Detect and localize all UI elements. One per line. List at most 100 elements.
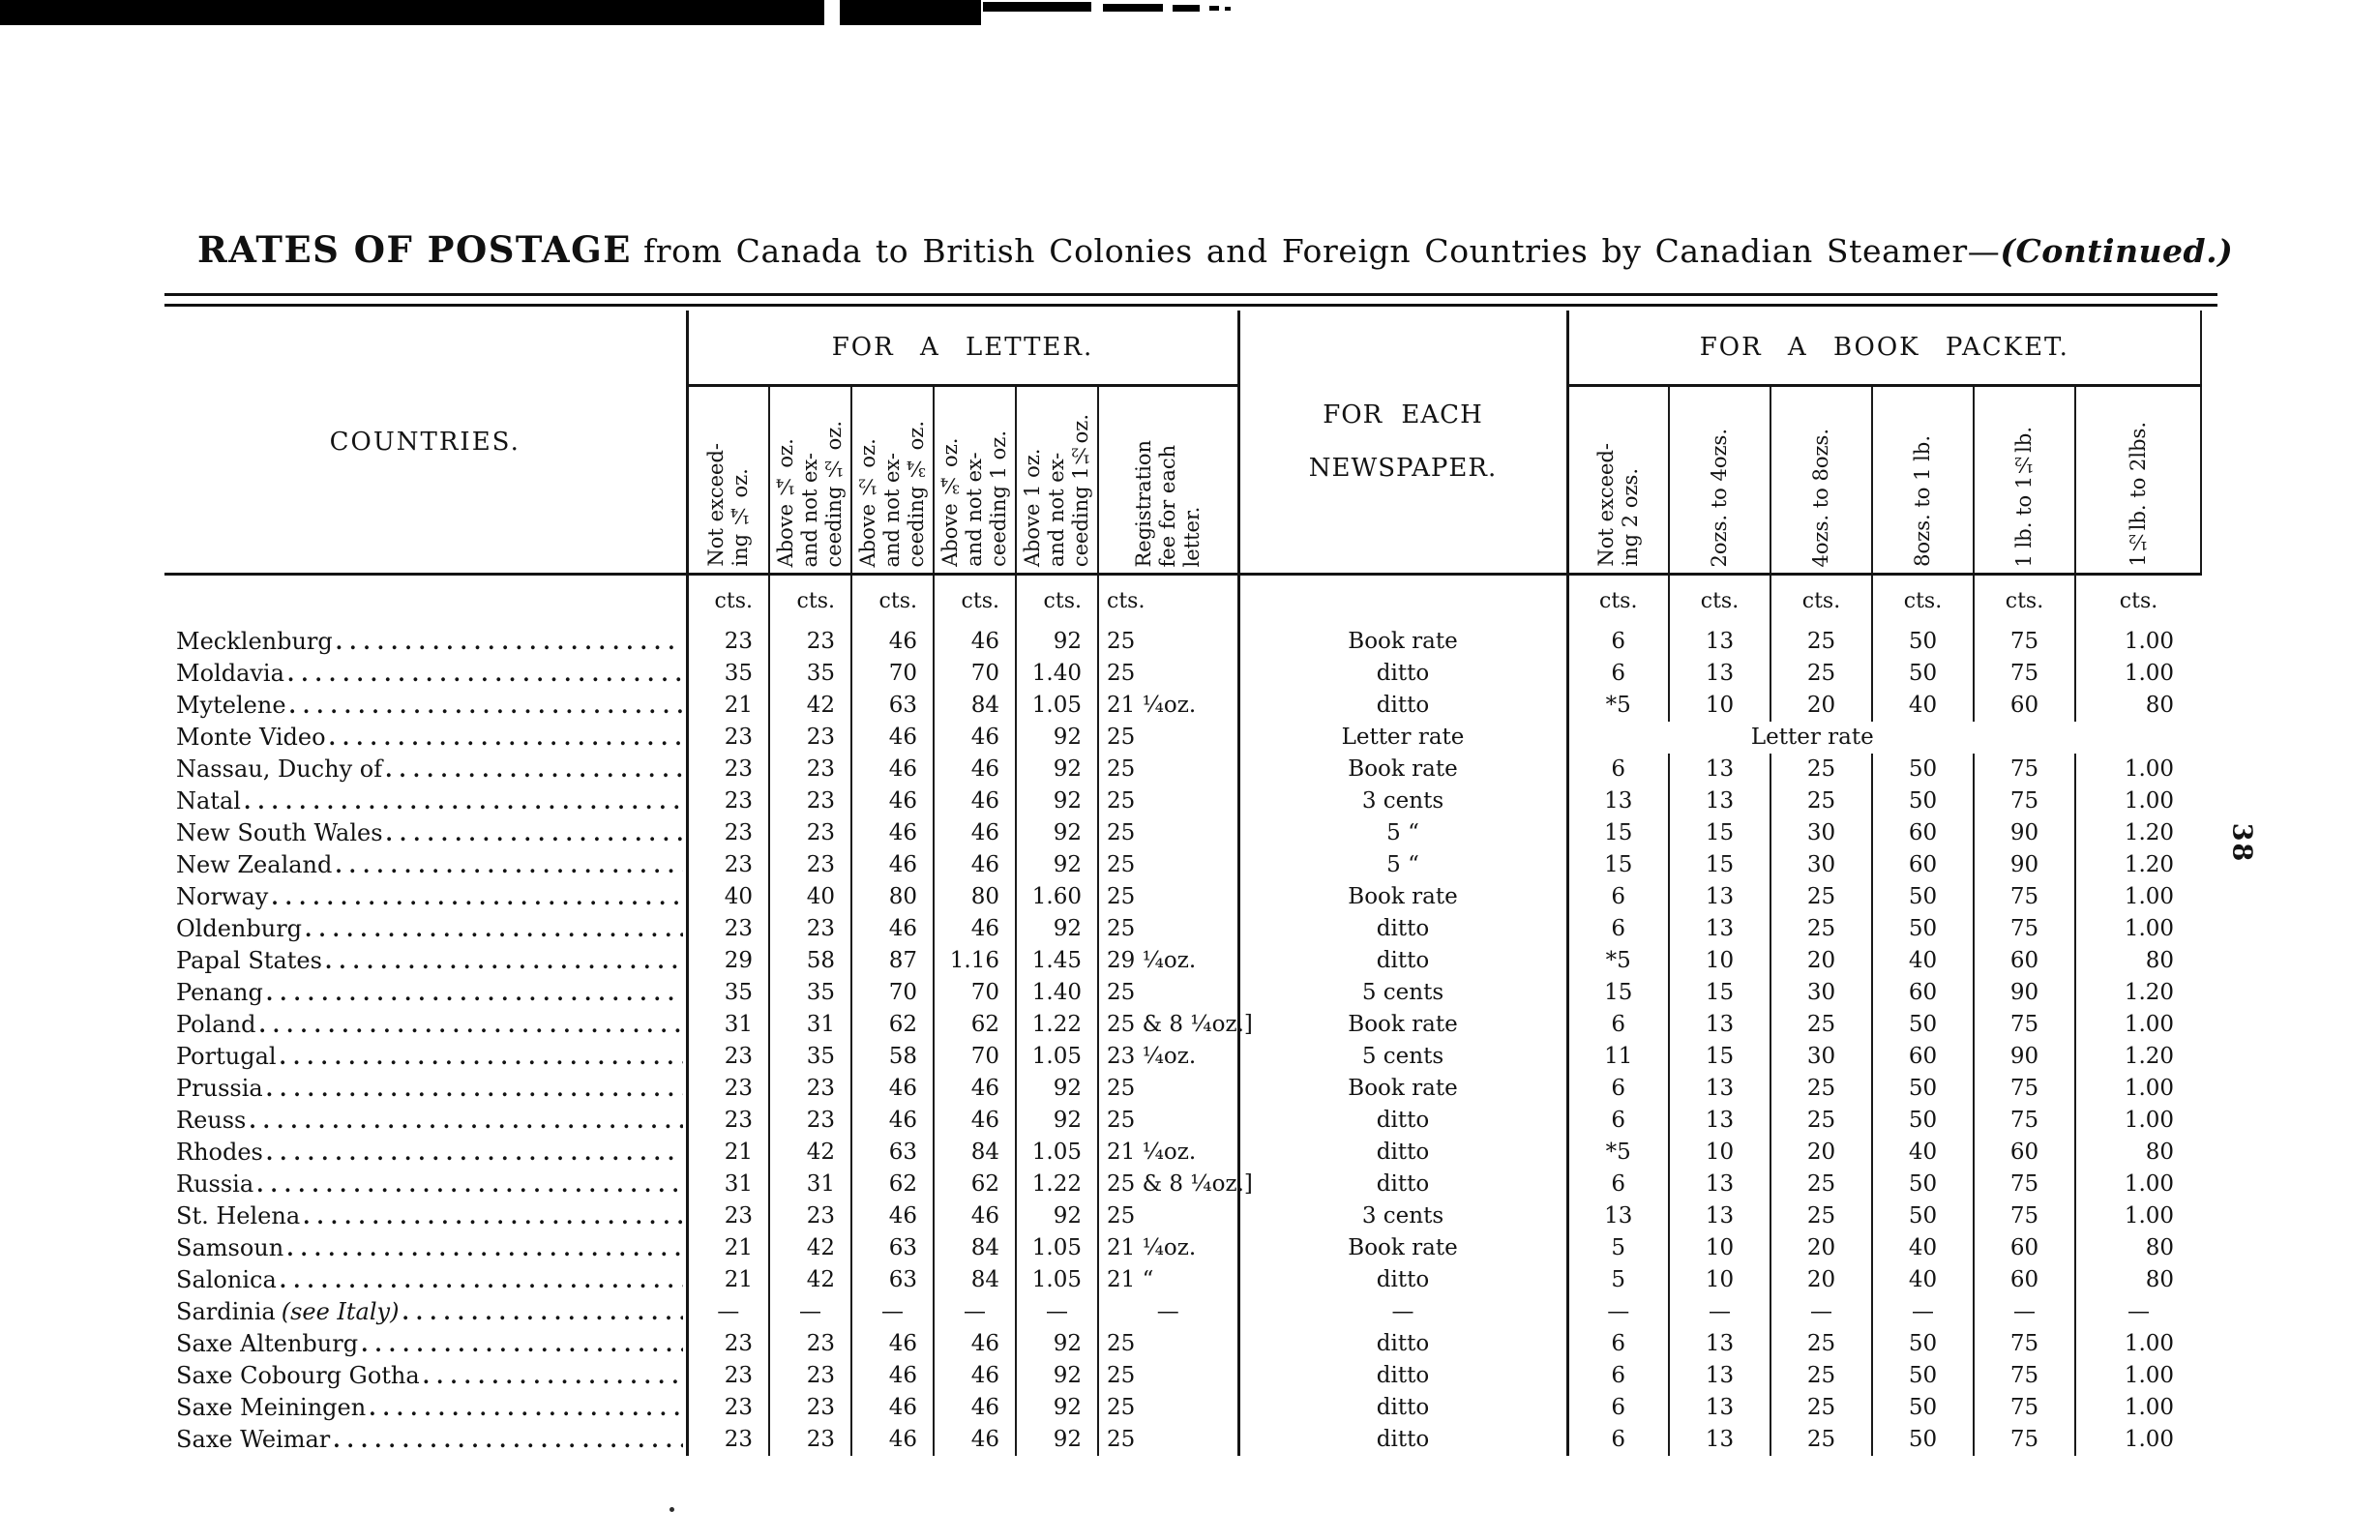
dotted-leader: ........................................… [279, 1045, 683, 1069]
column-header-label: 1½lb. to 2lbs. [2126, 422, 2150, 567]
book-rate-cell: 6 [1567, 1169, 1670, 1200]
book-rate-cell: 25 [1770, 658, 1873, 690]
units-row-spacer [164, 574, 689, 626]
letter-rate-cell: 23 [769, 849, 852, 881]
letter-rate-cell: 46 [851, 849, 935, 881]
title-body: from Canada to British Colonies and Fore… [642, 232, 2001, 270]
table-row: New Zealand.............................… [164, 849, 2201, 881]
letter-rate-cell: 21 [687, 1232, 770, 1264]
registration-fee-cell: 25 & 8 ¼oz.] [1098, 1169, 1253, 1200]
table-row: Mecklenburg.............................… [164, 626, 2201, 658]
country-name: Penang [176, 979, 263, 1006]
letter-rate-cell: 1.40 [1016, 977, 1099, 1009]
letter-rate-cell: 31 [687, 1169, 770, 1200]
country-cell: Papal States............................… [164, 945, 689, 977]
letter-rate-cell: 23 [687, 1200, 770, 1232]
book-rate-cell: 1.00 [2124, 1012, 2175, 1037]
letter-rate-cell: 92 [1016, 722, 1099, 754]
book-rate-cell: 75 [1974, 1073, 2076, 1105]
letter-rate-cell: 70 [934, 1041, 1017, 1073]
book-rate-cell: 6 [1567, 1424, 1670, 1456]
country-name: St. Helena [176, 1202, 301, 1229]
registration-fee-cell: 25 [1098, 881, 1240, 913]
country-cell: New South Wales.........................… [164, 817, 689, 849]
book-rate-cell: 6 [1567, 1328, 1670, 1360]
column-header-letter-4: Above ¾ oz. and not ex- ceeding 1 oz. [934, 385, 1017, 576]
book-rate-cell: 20 [1770, 945, 1873, 977]
book-rate-cell: 1.00 [2124, 1363, 2175, 1388]
dotted-leader: ........................................… [333, 1428, 682, 1452]
letter-rate-cell: 92 [1016, 626, 1099, 658]
book-rate-cell: 11 [1567, 1041, 1670, 1073]
registration-fee-cell: 21 ¼oz. [1098, 690, 1240, 722]
book-rate-cell: 10 [1669, 1232, 1771, 1264]
letter-rate-cell: 31 [769, 1009, 852, 1041]
book-rate-cell: 6 [1567, 881, 1670, 913]
unit-label: cts. [1567, 574, 1670, 626]
book-rate-cell: 90 [1974, 977, 2076, 1009]
column-header-label: Not exceed- ing 2 ozs. [1593, 443, 1642, 567]
newspaper-rate-cell: ditto [1238, 1360, 1569, 1392]
letter-rate-cell: 23 [769, 1105, 852, 1137]
book-rate-cell: 1.20 [2124, 980, 2175, 1005]
book-rate-cell: 75 [1974, 1392, 2076, 1424]
book-rate-cell: 60 [1974, 690, 2076, 722]
newspaper-rate-cell: ditto [1238, 658, 1569, 690]
book-rate-cell: 5 [1567, 1264, 1670, 1296]
book-rate-cell: — [1669, 1296, 1771, 1328]
book-rate-cell: 6 [1567, 1009, 1670, 1041]
letter-rate-cell: 21 [687, 1264, 770, 1296]
book-rate-cell: 13 [1669, 658, 1771, 690]
registration-fee-cell: 25 [1098, 722, 1240, 754]
newspaper-rate-cell: Book rate [1238, 1232, 1569, 1264]
book-rate-cell: 30 [1770, 817, 1873, 849]
newspaper-rate-cell: ditto [1238, 1264, 1569, 1296]
letter-rate-cell: — [687, 1296, 770, 1328]
column-header-label: 4ozs. to 8ozs. [1809, 428, 1832, 567]
dotted-leader: ........................................… [385, 821, 683, 845]
book-rate-cell: 13 [1669, 1009, 1771, 1041]
book-rate-cell: 1.00 [2124, 788, 2175, 814]
table-row: Natal...................................… [164, 785, 2201, 817]
dotted-leader: ........................................… [402, 1300, 682, 1324]
book-rate-cell: 20 [1770, 690, 1873, 722]
book-rate-cell: 60 [1974, 1264, 2076, 1296]
book-rate-cell: 13 [1669, 1392, 1771, 1424]
book-rate-cell: 25 [1770, 1105, 1873, 1137]
letter-rate-cell: 92 [1016, 785, 1099, 817]
table-row: Rhodes..................................… [164, 1137, 2201, 1169]
column-header-letter-2: Above ¼ oz. and not ex- ceeding ½ oz. [769, 385, 852, 576]
book-rate-cell: 25 [1770, 1424, 1873, 1456]
book-rate-cell: 50 [1872, 1328, 1975, 1360]
dotted-leader: ........................................… [385, 757, 683, 782]
book-rate-cell: 25 [1770, 1073, 1873, 1105]
country-cell: Samsoun.................................… [164, 1232, 689, 1264]
registration-fee-cell: 25 [1098, 817, 1240, 849]
letter-rate-cell: 31 [769, 1169, 852, 1200]
column-header-label: Registration fee for each letter. [1131, 439, 1204, 568]
country-cell: Sardinia(see Italy).....................… [164, 1296, 689, 1328]
country-cell: Russia..................................… [164, 1169, 689, 1200]
book-rate-cell: 50 [1872, 1392, 1975, 1424]
letter-rate-cell: 92 [1016, 1200, 1099, 1232]
unit-label: cts. [1770, 574, 1873, 626]
scan-artifact-dot [669, 1507, 674, 1512]
table-row: Nassau, Duchy of........................… [164, 754, 2201, 785]
book-rate-cell: 25 [1770, 1392, 1873, 1424]
letter-rate-cell: 1.05 [1016, 690, 1099, 722]
scan-artifact-top-bar [0, 0, 824, 25]
letter-rate-cell: 92 [1016, 1073, 1099, 1105]
book-rate-cell: 10 [1669, 1137, 1771, 1169]
book-rate-cell: 50 [1872, 1169, 1975, 1200]
letter-rate-cell: 42 [769, 1264, 852, 1296]
letter-rate-cell: 84 [934, 1264, 1017, 1296]
letter-rate-cell: 23 [687, 1392, 770, 1424]
country-name: Moldavia [176, 660, 284, 687]
letter-rate-cell: 63 [851, 1137, 935, 1169]
letter-rate-cell: 35 [769, 658, 852, 690]
newspaper-rate-cell: Letter rate [1238, 722, 1569, 754]
countries-column-header: COUNTRIES. [164, 311, 689, 576]
book-rate-cell: 25 [1770, 913, 1873, 945]
column-header-book-2: 2ozs. to 4ozs. [1669, 385, 1771, 576]
dotted-leader: ........................................… [243, 789, 683, 814]
